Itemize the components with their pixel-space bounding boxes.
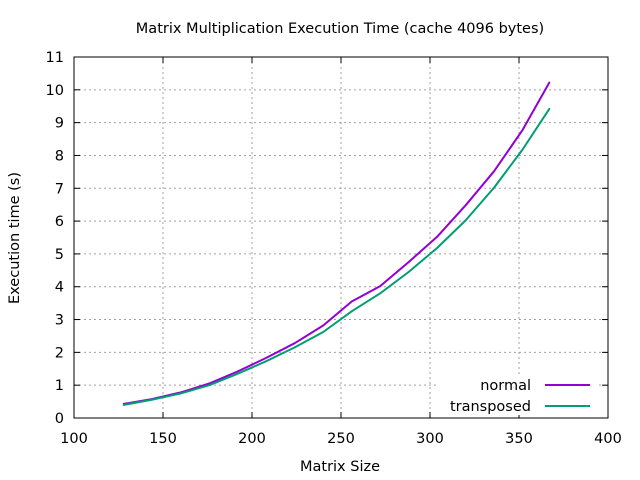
- legend-row-background: [436, 395, 598, 415]
- x-tick-label: 150: [149, 431, 177, 447]
- x-tick-label: 250: [327, 431, 355, 447]
- legend: normal transposed: [436, 374, 598, 415]
- y-tick-label: 11: [46, 50, 64, 66]
- series-line-transposed: [122, 107, 551, 406]
- y-tick-label: 0: [55, 411, 64, 427]
- legend-label-transposed: transposed: [450, 399, 531, 415]
- y-tick-label: 6: [55, 214, 64, 230]
- y-tick-label: 8: [55, 148, 64, 164]
- series-line-normal: [122, 81, 551, 405]
- y-axis-label: Execution time (s): [7, 172, 23, 304]
- grid-lines: [74, 57, 608, 418]
- y-tick-label: 5: [55, 247, 64, 263]
- chart-title: Matrix Multiplication Execution Time (ca…: [136, 21, 544, 37]
- x-axis-label: Matrix Size: [300, 459, 380, 475]
- y-tick-label: 2: [55, 345, 64, 361]
- legend-label-normal: normal: [480, 378, 531, 394]
- x-tick-label: 350: [505, 431, 533, 447]
- y-tick-label: 10: [46, 83, 64, 99]
- y-tick-label: 7: [55, 181, 64, 197]
- y-tick-label: 3: [55, 313, 64, 329]
- x-tick-label: 200: [238, 431, 266, 447]
- axis-ticks: 100 150 200 250 300 350 400 0 1 2 3 4 5 6 7 8 9 10 11: [46, 50, 622, 447]
- x-tick-label: 400: [594, 431, 622, 447]
- series-layer: [122, 81, 551, 406]
- y-tick-label: 1: [55, 378, 64, 394]
- legend-row-background: [436, 374, 598, 394]
- x-tick-label: 100: [60, 431, 88, 447]
- y-tick-label: 4: [55, 280, 64, 296]
- x-tick-label: 300: [416, 431, 444, 447]
- y-tick-label: 9: [55, 116, 64, 132]
